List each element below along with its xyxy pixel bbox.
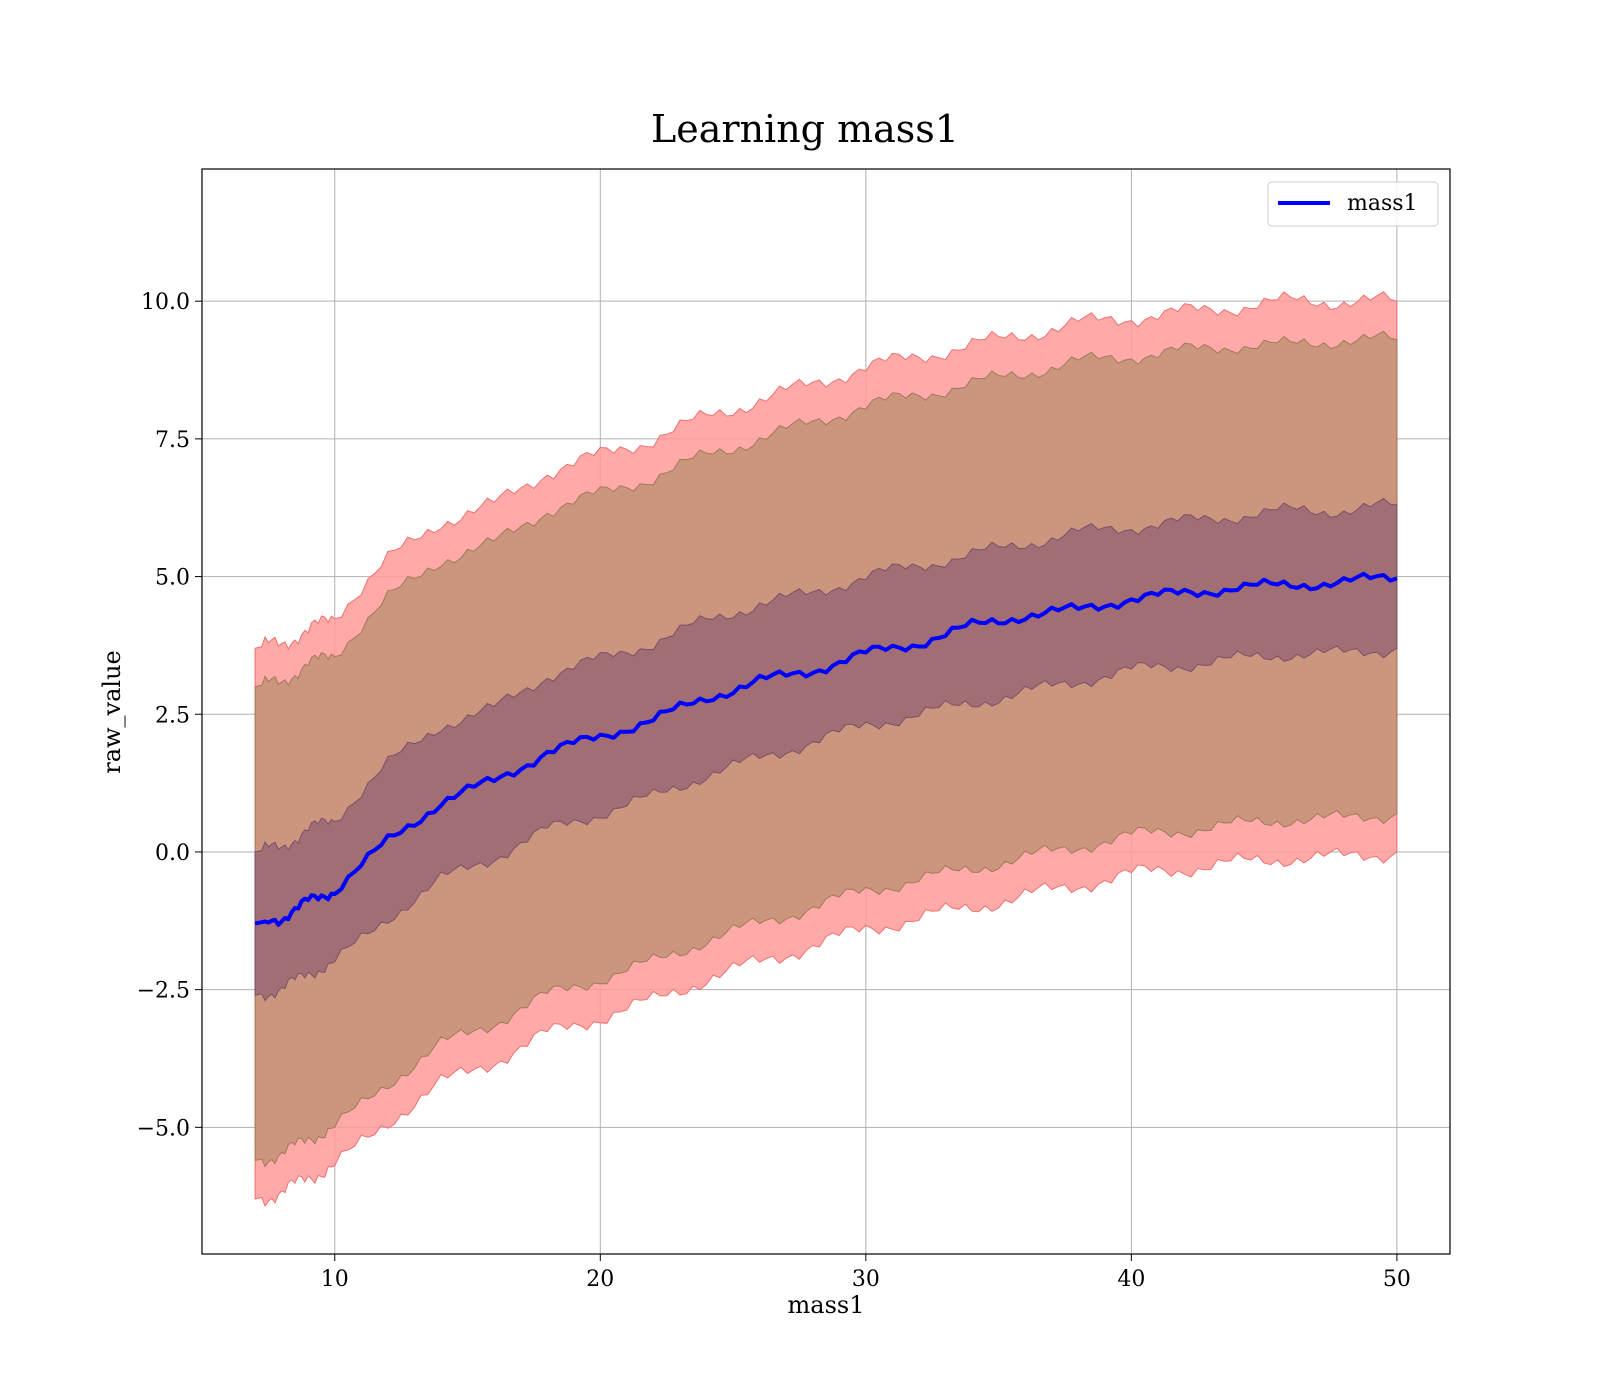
x-tick-label: 10 bbox=[321, 1267, 349, 1292]
plot-frame bbox=[201, 168, 1451, 1255]
y-tick-label: 0.0 bbox=[155, 841, 190, 866]
legend-label-mass1: mass1 bbox=[1347, 191, 1418, 216]
y-tick-label: 10.0 bbox=[141, 290, 190, 315]
x-tick-label: 40 bbox=[1117, 1267, 1145, 1292]
y-axis-title: raw_value bbox=[98, 650, 126, 774]
y-tick-label: 5.0 bbox=[155, 566, 190, 591]
y-tick-label: 2.5 bbox=[155, 703, 190, 728]
legend: mass1 bbox=[1267, 181, 1439, 227]
confidence-bands bbox=[254, 291, 1398, 1207]
axis-ticks: 10 20 30 40 50 −5.0 −2.5 0.0 2.5 5.0 7.5 10.0 bbox=[137, 290, 1411, 1292]
series-line-mass1 bbox=[254, 571, 1398, 927]
x-tick-label: 20 bbox=[586, 1267, 614, 1292]
x-axis-title: mass1 bbox=[788, 1291, 865, 1319]
x-tick-label: 50 bbox=[1383, 1267, 1411, 1292]
x-tick-label: 30 bbox=[852, 1267, 880, 1292]
y-tick-label: −5.0 bbox=[137, 1116, 190, 1141]
y-tick-label: 7.5 bbox=[155, 428, 190, 453]
legend-box bbox=[1267, 181, 1439, 227]
inner-band bbox=[254, 497, 1398, 1002]
mean-line-layer bbox=[254, 571, 1398, 927]
chart-title: Learning mass1 bbox=[651, 107, 959, 151]
y-tick-label: −2.5 bbox=[137, 979, 190, 1004]
